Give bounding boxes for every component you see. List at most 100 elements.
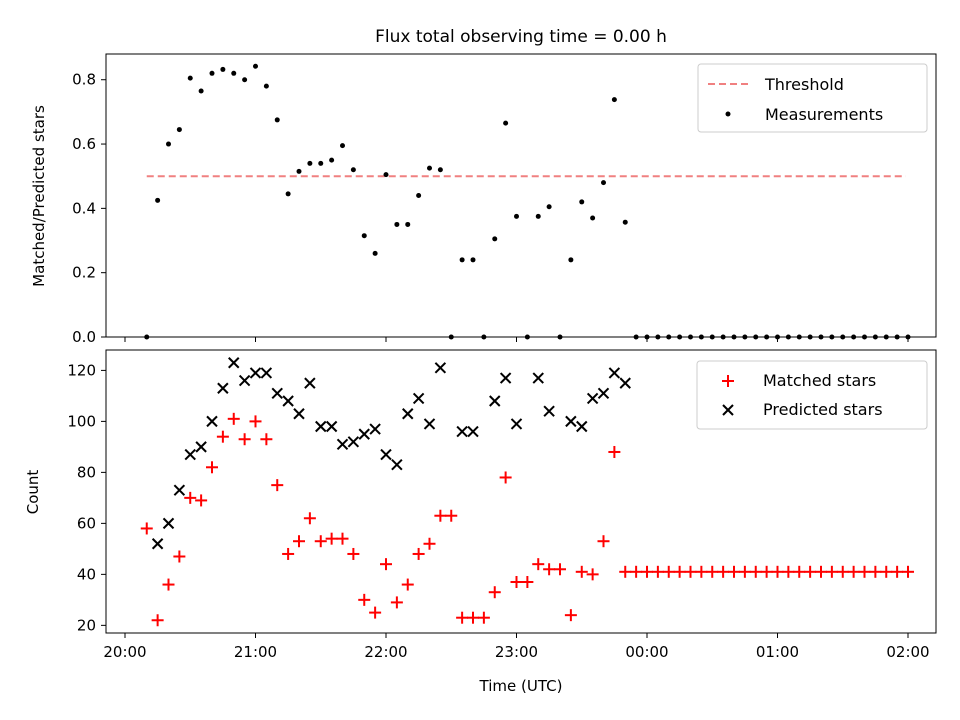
measurement-point [753,334,759,340]
y-tick-label: 60 [77,514,96,532]
chart-title: Flux total observing time = 0.00 h [375,27,667,47]
bottom-panel: 20 40 60 80 100 120 20:00 21:00 22:00 23:00 00:00… [24,349,937,661]
matched-point [749,565,762,578]
matched-point [825,565,838,578]
predicted-point [228,357,240,369]
matched-point [695,565,708,578]
predicted-point [336,438,349,451]
measurement-point [198,88,204,94]
measurement-point [176,127,182,133]
matched-point [401,578,414,591]
predicted-point [271,387,283,400]
matched-point [902,565,914,578]
measurement-point [644,334,650,340]
measurement-point [535,213,541,219]
matched-point [782,565,795,578]
predicted-point [391,459,403,471]
matched-point [445,509,458,522]
measurement-point [318,160,324,166]
bottom-legend-box [696,360,928,430]
predicted-point [304,377,316,389]
bottom-x-ticks: 20:00 21:00 22:00 23:00 00:00 01:00 02:00 [103,633,930,661]
predicted-point [402,408,414,420]
matched-point [260,433,273,446]
measurement-point [144,334,150,340]
measurement-point [307,160,313,166]
measurement-point [905,334,911,340]
matched-point [858,565,871,578]
predicted-point [206,415,218,428]
matched-point [173,550,186,563]
y-tick-label: 0.8 [72,71,96,89]
matched-point [162,578,175,591]
matched-point [456,611,469,624]
matched-point [619,565,632,578]
matched-point [891,565,904,578]
x-tick-label: 02:00 [886,643,929,661]
measurement-point [568,257,574,263]
y-tick-label: 100 [67,412,96,430]
measurement-point [818,334,824,340]
measurement-point [459,257,465,263]
matched-point [195,494,208,507]
predicted-point [238,374,251,387]
measurement-point [677,334,683,340]
bottom-legend: Matched stars Predicted stars [696,360,928,430]
predicted-point [217,382,229,394]
matched-point [554,563,566,576]
measurement-point [894,334,900,340]
matched-point [184,491,197,504]
matched-point [380,558,392,571]
measurement-point [372,250,378,256]
y-tick-label: 0.0 [72,328,96,346]
y-tick-label: 0.2 [72,264,96,282]
bottom-plot-frame [105,349,937,634]
matched-point [303,512,316,525]
predicted-point [586,392,599,405]
matched-point [249,415,262,428]
measurement-point [285,191,291,197]
matched-point [564,609,577,622]
matched-point [684,565,697,578]
matched-point [336,532,349,545]
x-tick-label: 21:00 [234,643,277,661]
predicted-point [434,362,447,374]
matched-point [608,445,621,458]
predicted-legend-marker [722,404,734,416]
measurement-point [514,213,519,219]
matched-point [488,586,501,599]
matched-point [216,430,229,443]
matched-point [847,565,860,578]
matched-point [293,535,305,548]
measurement-point [405,221,411,227]
measurement-point [524,334,530,340]
measurement-point [231,70,237,76]
measurement-point [775,334,780,340]
matched-point [238,433,251,446]
measurement-point [622,219,628,225]
measurement-point [720,334,726,340]
measurement-point [851,334,857,340]
predicted-point [369,423,381,435]
y-tick-label: 0.6 [72,135,96,153]
matched-point [717,565,730,578]
matched-point [880,565,893,578]
measurement-point [350,167,356,173]
matched-point [662,565,675,578]
predicted-point [423,418,436,430]
matched-point [597,535,610,548]
measurement-point [764,334,770,340]
matched-point [760,565,773,578]
measurement-point [829,334,835,340]
y-tick-label: 80 [77,463,96,481]
measurement-point [709,334,715,340]
matched-point [140,522,153,535]
predicted-point [358,428,370,440]
predicted-point [151,538,164,550]
measurement-point [253,63,258,69]
x-axis-label: Time (UTC) [479,677,563,695]
predicted-point [315,420,327,433]
matched-point [815,565,827,578]
measurement-point [296,168,302,174]
